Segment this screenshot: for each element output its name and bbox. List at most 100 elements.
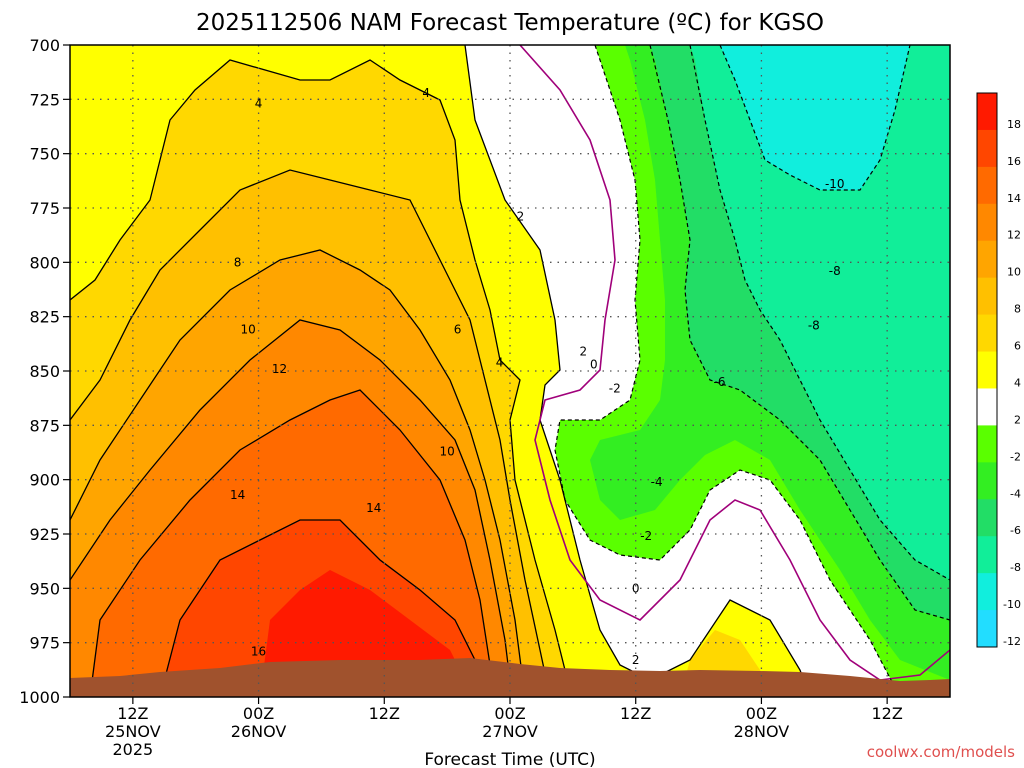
colorbar-swatch [977, 499, 997, 537]
colorbar-swatch [977, 573, 997, 611]
x-tick-label-time: 12Z [369, 704, 400, 723]
contour-label: 6 [454, 323, 462, 337]
colorbar-swatch [977, 314, 997, 353]
contour-line-2 [464, 45, 811, 697]
contour-label: -8 [829, 264, 841, 278]
contour-label: 4 [255, 97, 263, 111]
contour-label: 12 [272, 362, 287, 376]
y-tick-label: 725 [29, 90, 60, 109]
contour-label: 4 [422, 86, 430, 100]
chart-title: 2025112506 NAM Forecast Temperature (ºC)… [196, 10, 824, 36]
colorbar-swatch [977, 536, 997, 574]
contour-label: -4 [651, 475, 663, 489]
y-axis: 700 725 750 775 800 825 850 875 900 925 950 975 1000 [19, 36, 70, 707]
terrain [70, 658, 950, 697]
x-tick-label-time: 12Z [871, 704, 902, 723]
contour-line-4 [70, 59, 571, 691]
y-tick-label: 825 [29, 308, 60, 327]
credit-text: coolwx.com/models [867, 743, 1015, 761]
colorbar-swatch [977, 203, 997, 242]
contour-label: 0 [590, 357, 598, 371]
y-tick-label: 850 [29, 362, 60, 381]
colorbar-frame [976, 92, 998, 648]
colorbar-swatch [977, 351, 997, 389]
y-tick-label: 775 [29, 199, 60, 218]
contour-label: 0 [632, 581, 640, 595]
y-tick-label: 875 [29, 416, 60, 435]
colorbar-tick-label: 18 [1007, 118, 1021, 131]
y-tick-label: 800 [29, 253, 60, 272]
x-tick-label-time: 00Z [243, 704, 274, 723]
contour-line-minus6 [649, 45, 950, 621]
colorbar-tick-label: -8 [1010, 561, 1021, 574]
colorbar-tick-label: 14 [1007, 192, 1021, 205]
y-tick-label: 700 [29, 36, 60, 55]
x-tick-label-year: 2025 [112, 740, 153, 759]
contour-label: 8 [234, 255, 242, 269]
colorbar-tick-label: -12 [1003, 635, 1021, 648]
contour-label: -2 [609, 381, 621, 395]
contour-label: 14 [366, 501, 381, 515]
colorbar-tick-label: -4 [1010, 487, 1021, 500]
contour-label: -2 [640, 529, 652, 543]
y-tick-label: 925 [29, 525, 60, 544]
y-tick-label: 900 [29, 471, 60, 490]
colorbar-swatch [977, 240, 997, 279]
contour-label: -10 [825, 177, 845, 191]
contour-label: -6 [714, 375, 726, 389]
contour-line-14 [159, 519, 486, 697]
x-tick-label-time: 12Z [117, 704, 148, 723]
contour-line-12 [89, 389, 496, 697]
colorbar-tick-label: 12 [1007, 229, 1021, 242]
contour-label: 2 [580, 344, 588, 358]
colorbar-tick-label: -10 [1003, 598, 1021, 611]
x-tick-label-date: 26NOV [231, 722, 287, 741]
colorbar-swatch [977, 166, 997, 205]
colorbar-swatch [977, 610, 997, 648]
contour-line-8 [70, 249, 526, 697]
y-tick-label: 1000 [19, 688, 60, 707]
x-tick-label-date: 27NOV [482, 722, 538, 741]
colorbar-swatch [977, 93, 997, 131]
contour-line-minus8 [689, 45, 950, 581]
x-tick-label-date: 25NOV [105, 722, 161, 741]
field-minus8-to-minus10 [690, 45, 950, 580]
contour-label: 4 [496, 355, 504, 369]
x-axis-label: Forecast Time (UTC) [424, 750, 595, 768]
colorbar-swatch [977, 277, 997, 316]
x-tick-label-time: 12Z [620, 704, 651, 723]
y-tick-label: 750 [29, 145, 60, 164]
colorbar-tick-label: 2 [1014, 413, 1021, 426]
contour-label: 14 [230, 488, 245, 502]
contour-label: 10 [440, 444, 455, 458]
x-tick-label-date: 28NOV [734, 722, 790, 741]
contour-label: 10 [240, 323, 255, 337]
colorbar-swatch [977, 388, 997, 426]
colorbar-tick-label: -2 [1010, 450, 1021, 463]
colorbar-tick-label: 10 [1007, 266, 1021, 279]
colorbar-tick-label: 16 [1007, 155, 1021, 168]
contour-line-minus2 [554, 45, 901, 697]
contour-label: 2 [517, 210, 525, 224]
contour-line-6 [70, 169, 551, 697]
y-tick-label: 975 [29, 634, 60, 653]
colorbar-swatch [977, 425, 997, 463]
colorbar-tick-label: 4 [1014, 376, 1021, 389]
colorbar: 18 16 14 12 10 8 6 4 2 -2 -4 -6 -8 -10 -12 [976, 92, 1021, 648]
x-tick-label-time: 00Z [494, 704, 525, 723]
colorbar-tick-label: -6 [1010, 524, 1021, 537]
colorbar-tick-label: 6 [1014, 340, 1021, 353]
x-tick-label-time: 00Z [746, 704, 777, 723]
contour-line-10 [70, 319, 513, 697]
contour-line-0 [519, 45, 950, 681]
colorbar-tick-label: 8 [1014, 303, 1021, 316]
colorbar-swatch [977, 462, 997, 500]
contour-label: -8 [808, 318, 820, 332]
contour-label: 2 [632, 653, 640, 667]
colorbar-swatch [977, 129, 997, 168]
contour-label: 16 [251, 644, 266, 658]
y-tick-label: 950 [29, 579, 60, 598]
